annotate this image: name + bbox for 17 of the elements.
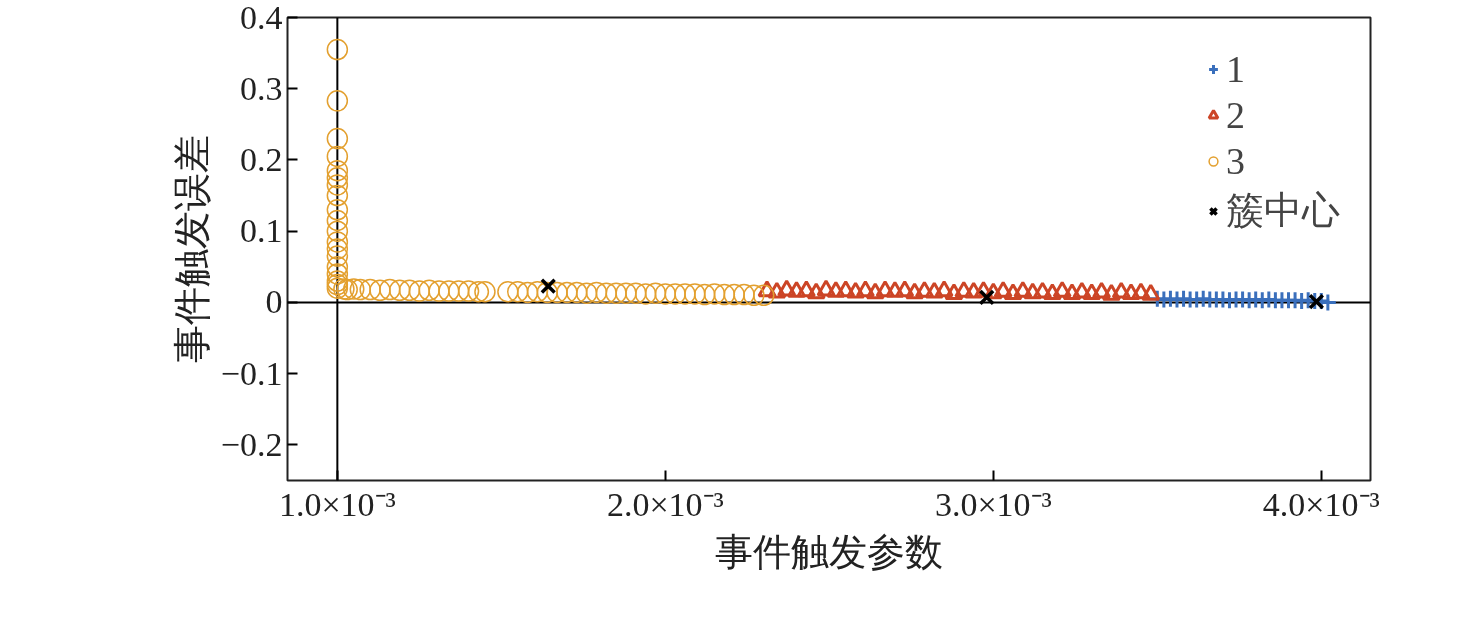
y-tick-label: 0.2: [240, 140, 283, 178]
legend-label: 3: [1226, 139, 1246, 183]
y-tick-label: −0.2: [220, 425, 283, 463]
x-tick-label: 4.0×10⁻³: [1262, 485, 1380, 523]
y-tick-label: 0.4: [240, 0, 283, 36]
y-tick-label: 0: [265, 283, 283, 321]
legend-label: 1: [1226, 47, 1246, 91]
legend-label: 簇中心: [1226, 188, 1340, 233]
x-axis-title: 事件触发参数: [715, 530, 943, 573]
x-tick-label: 3.0×10⁻³: [934, 485, 1052, 523]
y-tick-label: 0.3: [240, 69, 283, 107]
x-tick-label: 2.0×10⁻³: [606, 485, 724, 523]
legend-label: 2: [1226, 93, 1246, 137]
y-tick-label: −0.1: [220, 354, 283, 392]
x-tick-label: 1.0×10⁻³: [278, 485, 396, 523]
y-axis-title: 事件触发误差: [170, 135, 213, 363]
y-tick-label: 0.1: [240, 212, 283, 250]
